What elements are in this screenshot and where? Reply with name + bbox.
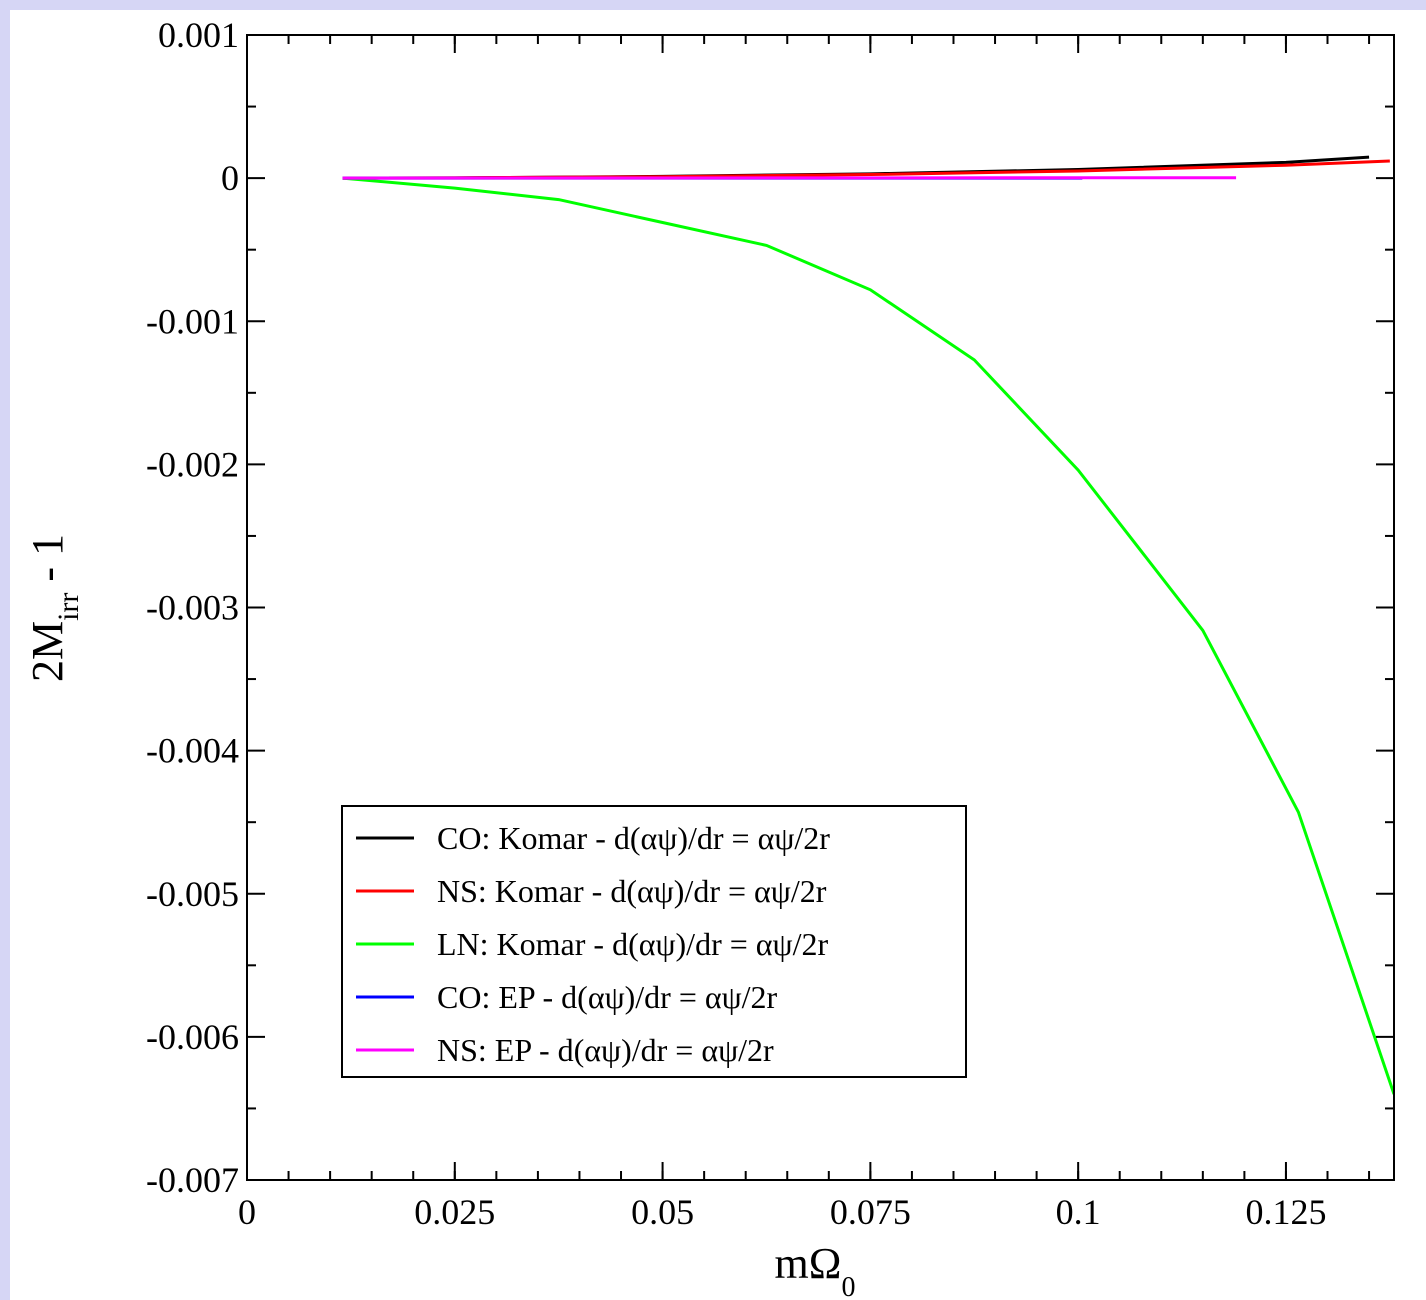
y-tick-label: -0.003 <box>146 588 239 628</box>
y-tick-label: -0.007 <box>146 1160 239 1200</box>
y-label-sub: irr <box>52 593 85 621</box>
y-tick-label: 0.001 <box>158 15 239 55</box>
y-tick-label: -0.002 <box>146 444 239 484</box>
series-line <box>342 176 1394 1095</box>
x-tick-label: 0.125 <box>1245 1192 1326 1232</box>
x-tick-label: 0.05 <box>631 1192 694 1232</box>
y-tick-label: -0.004 <box>146 731 239 771</box>
x-tick-label: 0.075 <box>830 1192 911 1232</box>
y-axis-label: 2Mirr - 1 <box>23 534 85 682</box>
y-tick-label: -0.001 <box>146 301 239 341</box>
legend-label: CO: EP - d(αψ)/dr = αψ/2r <box>437 979 778 1015</box>
chart-background <box>10 10 1426 1300</box>
legend-box <box>341 805 967 1078</box>
x-axis-label: mΩ0 <box>775 1239 856 1300</box>
x-tick-label: 0.1 <box>1056 1192 1101 1232</box>
x-tick-label: 0.025 <box>414 1192 495 1232</box>
y-tick-label: 0 <box>221 158 239 198</box>
x-label-main: mΩ <box>775 1239 842 1288</box>
y-tick-label: -0.005 <box>146 874 239 914</box>
legend-label: CO: Komar - d(αψ)/dr = αψ/2r <box>437 820 830 856</box>
y-tick-label: -0.006 <box>146 1017 239 1057</box>
legend-label: LN: Komar - d(αψ)/dr = αψ/2r <box>437 926 828 962</box>
legend-label: NS: EP - d(αψ)/dr = αψ/2r <box>437 1032 774 1068</box>
x-tick-label: 0 <box>238 1192 256 1232</box>
y-label-tail: - 1 <box>23 534 72 593</box>
legend-label: NS: Komar - d(αψ)/dr = αψ/2r <box>437 873 827 909</box>
y-label-main: 2M <box>23 621 72 682</box>
x-label-sub: 0 <box>841 1272 855 1300</box>
